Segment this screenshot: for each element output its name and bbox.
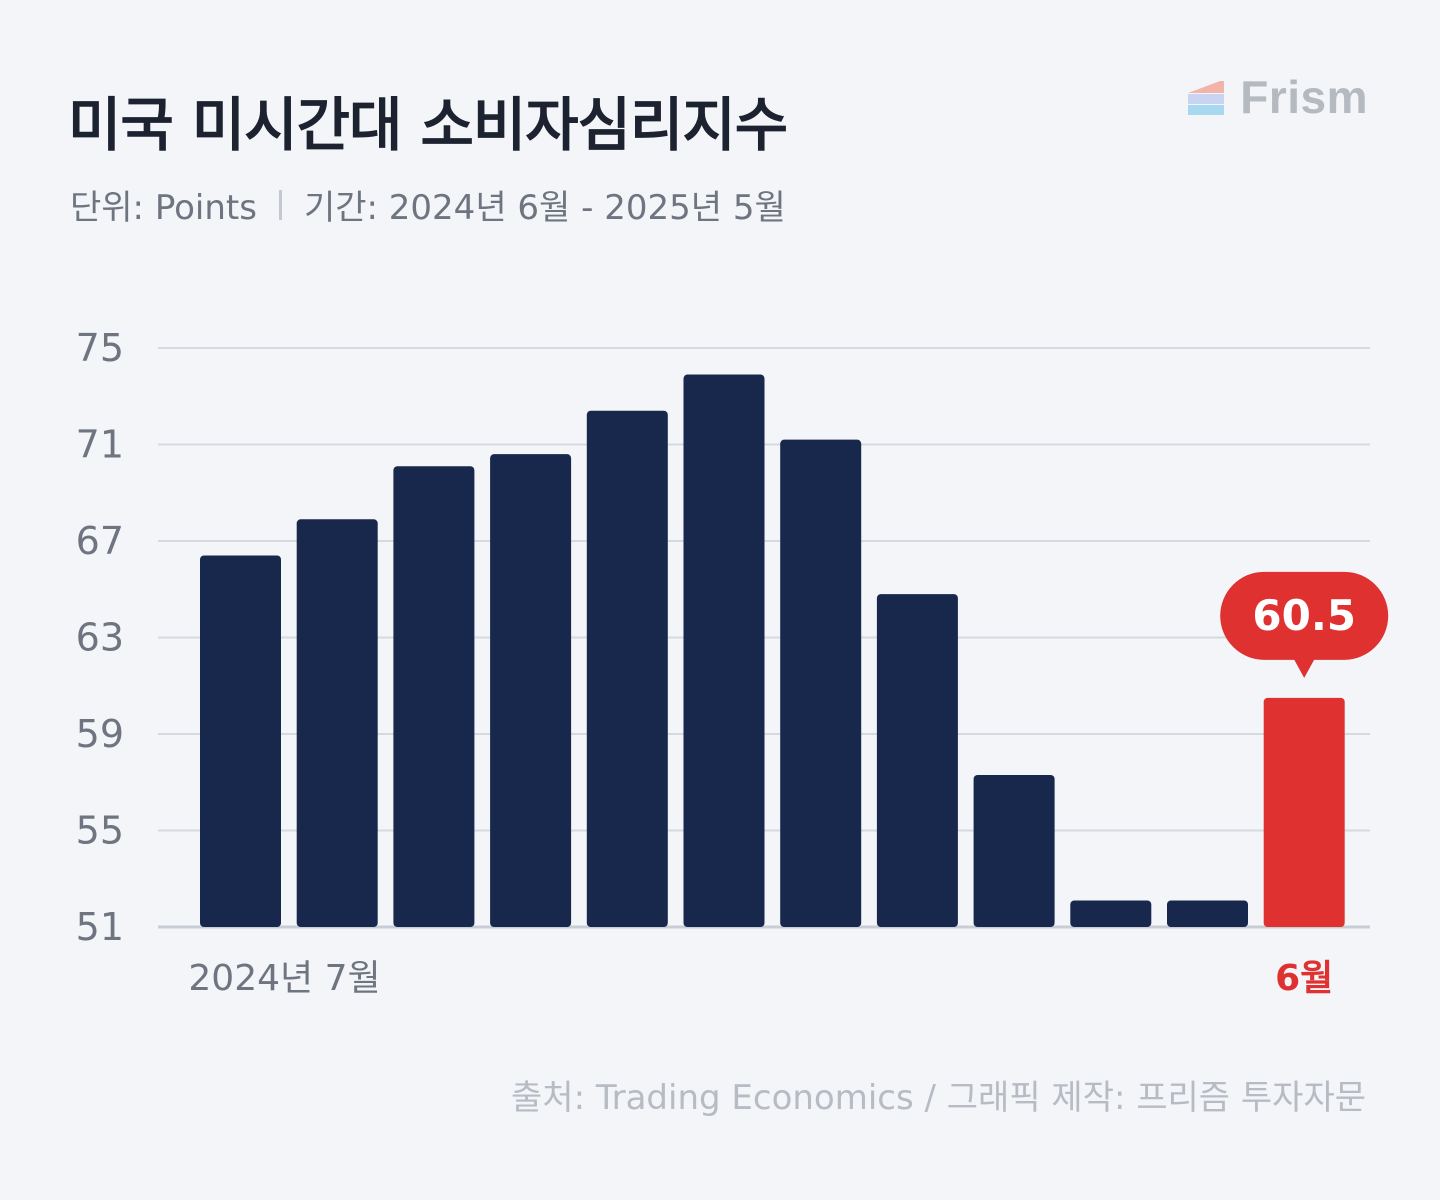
unit-label: 단위: Points xyxy=(70,188,257,228)
y-tick-label: 67 xyxy=(76,519,124,563)
brand-logo: Frism xyxy=(1186,70,1368,124)
y-tick-label: 75 xyxy=(76,326,124,370)
bar xyxy=(200,555,281,927)
bar xyxy=(296,519,378,927)
y-tick-label: 51 xyxy=(76,905,124,949)
y-tick-label: 59 xyxy=(76,712,124,756)
bar xyxy=(586,410,668,928)
callout-bubble xyxy=(1220,571,1389,660)
bar xyxy=(1167,900,1248,927)
bar xyxy=(393,466,475,927)
callout-pointer xyxy=(1293,657,1316,678)
bar xyxy=(683,374,765,928)
subtitle-divider xyxy=(278,189,282,220)
source-note: 출처: Trading Economics / 그래픽 제작: 프리즘 투자자문 xyxy=(511,1078,1366,1118)
bar xyxy=(780,439,862,927)
bar-chart: 51 55 59 63 67 71 75 2024년 7월 6월 60.5 xyxy=(76,326,1389,999)
y-tick-label: 63 xyxy=(76,616,124,660)
y-tick-label: 55 xyxy=(76,809,124,853)
bar xyxy=(876,594,958,927)
callout-value: 60.5 xyxy=(1252,591,1356,640)
bar xyxy=(973,775,1055,927)
bar xyxy=(490,454,572,927)
bar xyxy=(1070,900,1152,927)
period-label: 기간: 2024년 6월 - 2025년 5월 xyxy=(303,188,786,228)
bar-highlight xyxy=(1263,697,1345,927)
subtitle: 단위: Points 기간: 2024년 6월 - 2025년 5월 xyxy=(70,180,786,229)
x-tick-label: 6월 xyxy=(1275,958,1333,999)
frism-logo-icon xyxy=(1188,81,1225,115)
brand-name: Frism xyxy=(1240,71,1368,123)
page-title: 미국 미시간대 소비자심리지수 xyxy=(68,91,788,159)
y-tick-label: 71 xyxy=(76,423,124,467)
x-tick-label: 2024년 7월 xyxy=(188,958,380,999)
